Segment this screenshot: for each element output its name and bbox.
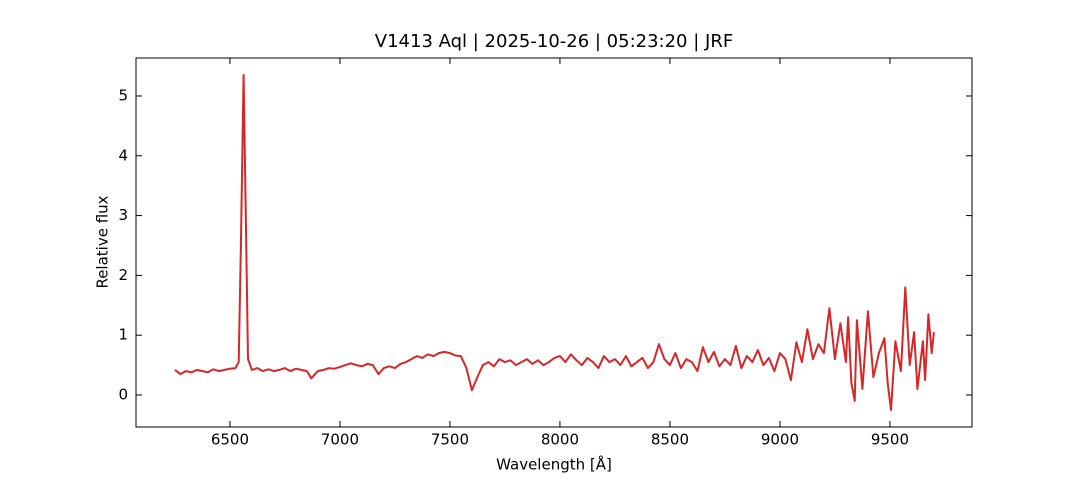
- x-tick-label: 9500: [871, 431, 909, 449]
- y-tick-label: 4: [118, 146, 128, 164]
- x-axis-label: Wavelength [Å]: [496, 455, 612, 474]
- x-tick-label: 7500: [431, 431, 469, 449]
- y-tick-label: 1: [118, 326, 128, 344]
- chart-title: V1413 Aql | 2025-10-26 | 05:23:20 | JRF: [375, 31, 733, 52]
- y-tick-label: 3: [118, 206, 128, 224]
- spectrum-line: [174, 74, 935, 411]
- y-tick-label: 5: [118, 86, 128, 104]
- x-tick-label: 6500: [211, 431, 249, 449]
- x-tick-label: 9000: [761, 431, 799, 449]
- plot-frame: [135, 57, 973, 428]
- x-tick-label: 8000: [541, 431, 579, 449]
- x-tick-label: 8500: [651, 431, 689, 449]
- y-tick-label: 0: [118, 386, 128, 404]
- y-axis-label: Relative flux: [94, 195, 112, 288]
- y-tick-label: 2: [118, 266, 128, 284]
- x-tick-label: 7000: [321, 431, 359, 449]
